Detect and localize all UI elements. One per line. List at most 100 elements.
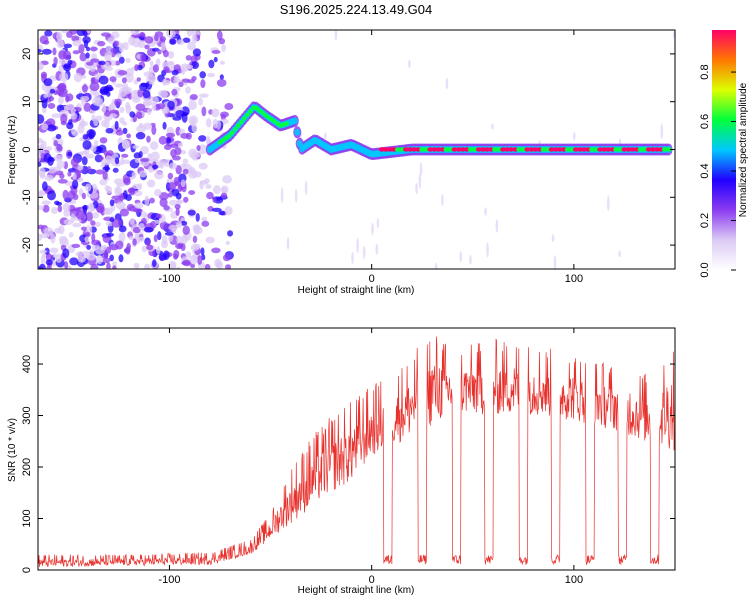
heatmap-cell xyxy=(197,255,203,265)
heatmap-cell xyxy=(484,207,487,216)
heatmap-cell xyxy=(171,69,179,76)
heatmap-cell xyxy=(50,207,58,214)
heatmap-cell xyxy=(135,103,146,111)
heatmap-cell xyxy=(206,191,214,200)
heatmap-cell xyxy=(42,204,50,213)
heatmap-cell xyxy=(158,253,168,261)
heatmap-cell xyxy=(177,142,184,148)
heatmap-cell xyxy=(70,112,78,120)
heatmap-cell xyxy=(122,127,128,135)
snr-x-ticks: -100 0 100 xyxy=(158,328,583,586)
x-tick-label: 0 xyxy=(369,574,375,586)
heatmap-cell xyxy=(103,85,110,95)
heatmap-cell xyxy=(165,30,176,38)
heatmap-cell xyxy=(59,72,69,82)
heatmap-cell xyxy=(121,82,129,92)
heatmap-cell xyxy=(175,207,180,217)
heatmap-cell xyxy=(134,157,140,164)
heatmap-cell xyxy=(81,192,86,200)
heatmap-cell xyxy=(152,64,159,73)
colorbar-ticks: 0.8 0.6 0.4 0.2 0.0 xyxy=(699,64,736,278)
heatmap-cell xyxy=(115,240,124,250)
heatmap-cell xyxy=(164,231,174,236)
heatmap-cell xyxy=(286,237,290,250)
heatmap-cell xyxy=(133,262,140,269)
signal-track-core xyxy=(294,128,301,136)
heatmap-cell xyxy=(211,108,220,118)
heatmap-cell xyxy=(41,123,49,131)
heatmap-cell xyxy=(131,171,137,178)
heatmap-cell xyxy=(131,183,142,189)
heatmap-cell xyxy=(38,205,45,211)
heatmap-cell xyxy=(70,157,79,167)
heatmap-cell xyxy=(102,103,107,114)
heatmap-cell xyxy=(182,168,189,175)
heatmap-cell xyxy=(63,218,73,226)
heatmap-cell xyxy=(192,235,198,244)
heatmap-cell xyxy=(47,102,56,109)
heatmap-cell xyxy=(112,167,119,173)
heatmap-cell xyxy=(106,232,115,237)
heatmap-cell xyxy=(163,106,170,114)
heatmap-cell xyxy=(59,173,65,179)
heatmap-cell xyxy=(167,100,175,111)
heatmap-cell xyxy=(180,179,186,188)
y-tick-label: 0 xyxy=(21,567,33,573)
spectrogram-x-axis-title: Height of straight line (km) xyxy=(298,285,415,296)
heatmap-cell xyxy=(90,220,96,226)
heatmap-cell xyxy=(125,104,132,114)
heatmap-cell xyxy=(183,196,189,203)
heatmap-cell xyxy=(56,144,63,152)
heatmap-cell xyxy=(63,43,73,49)
heatmap-cell xyxy=(81,156,88,166)
heatmap-cell xyxy=(173,75,180,81)
heatmap-cell xyxy=(160,42,167,51)
heatmap-cell xyxy=(102,166,111,171)
heatmap-cell xyxy=(190,55,198,64)
heatmap-cell xyxy=(82,139,92,150)
heatmap-cell xyxy=(123,42,129,51)
heatmap-cell xyxy=(156,246,161,255)
y-tick-label: 200 xyxy=(21,458,33,476)
colorbar-tick-label: 0.0 xyxy=(699,262,711,277)
heatmap-cell xyxy=(80,226,87,231)
heatmap-cell xyxy=(109,217,115,223)
heatmap-cell xyxy=(140,53,146,63)
colorbar: 0.8 0.6 0.4 0.2 0.0 Normalized spectral ampl… xyxy=(699,30,749,278)
heatmap-cell xyxy=(38,162,42,167)
heatmap-cell xyxy=(93,139,99,148)
heatmap-cell xyxy=(224,103,234,110)
heatmap-cell xyxy=(181,261,191,266)
heatmap-cell xyxy=(167,192,173,198)
heatmap-cell xyxy=(130,30,140,36)
heatmap-cell xyxy=(109,113,117,118)
heatmap-cell xyxy=(109,76,117,82)
heatmap-cell xyxy=(54,227,62,234)
heatmap-cell xyxy=(103,149,108,156)
heatmap-cell xyxy=(49,88,55,94)
heatmap-cell xyxy=(112,265,117,269)
signal-track-peak xyxy=(263,113,268,118)
heatmap-cell xyxy=(147,165,154,173)
y-tick-label: 100 xyxy=(21,509,33,527)
heatmap-cell xyxy=(205,236,215,244)
heatmap-cell xyxy=(85,211,94,222)
x-tick-label: 100 xyxy=(565,574,583,586)
heatmap-cell xyxy=(69,30,78,35)
heatmap-cell xyxy=(101,158,111,166)
heatmap-cell xyxy=(53,140,58,147)
heatmap-cell xyxy=(219,74,224,80)
heatmap-cell xyxy=(376,218,380,229)
colorbar-title: Normalized spectral amplitude xyxy=(738,82,749,217)
heatmap-cell xyxy=(199,71,206,79)
heatmap-cell xyxy=(553,255,557,269)
heatmap-cell xyxy=(176,39,185,46)
heatmap-cell xyxy=(211,247,221,254)
heatmap-cell xyxy=(216,120,222,130)
heatmap-cell xyxy=(41,181,48,192)
heatmap-cell xyxy=(138,170,147,178)
heatmap-cell xyxy=(150,151,160,161)
heatmap-cell xyxy=(222,175,232,184)
heatmap-cell xyxy=(56,201,63,206)
heatmap-cell xyxy=(106,262,111,269)
